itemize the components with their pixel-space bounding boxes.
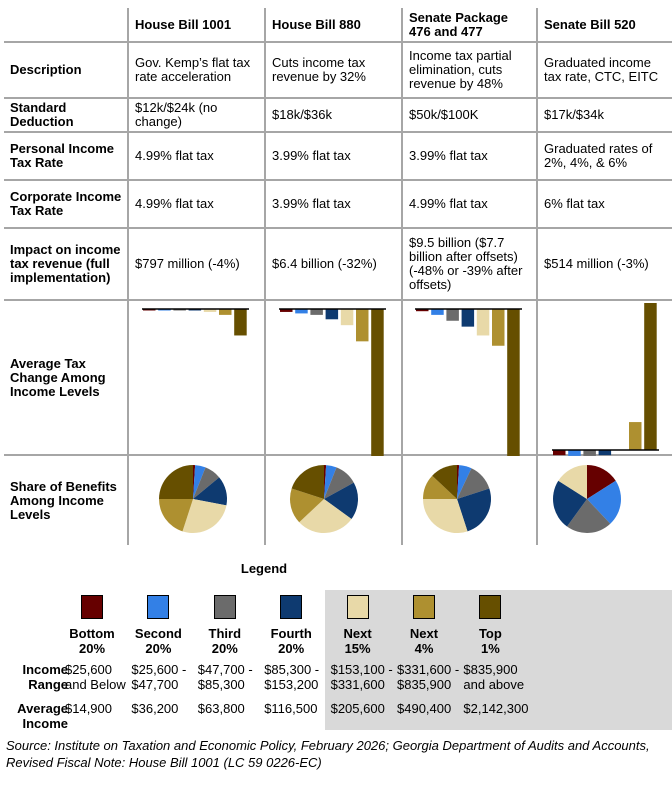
row-label: Standard Deduction <box>4 97 129 133</box>
average-income-label: Average Income <box>17 701 68 731</box>
cell: Cuts income tax revenue by 32% <box>264 41 403 99</box>
cell: $12k/$24k (no change) <box>127 97 266 133</box>
legend-swatch <box>413 595 435 619</box>
cell: Graduated rates of 2%, 4%, & 6% <box>536 131 672 181</box>
cell: Income tax partial elimination, cuts rev… <box>401 41 538 99</box>
cell: 4.99% flat tax <box>401 179 538 229</box>
bill-comparison-table: House Bill 1001 House Bill 880 Senate Pa… <box>4 8 672 545</box>
legend-swatch <box>147 595 170 619</box>
row-label: Impact on income tax revenue (full imple… <box>4 227 129 301</box>
income-range-value: $85,300 - $153,200 <box>264 662 320 692</box>
table-row: Impact on income tax revenue (full imple… <box>4 227 672 301</box>
income-range-label: Income Range <box>22 662 68 692</box>
table-row: Personal Income Tax Rate 4.99% flat tax … <box>4 131 672 181</box>
header-row: House Bill 1001 House Bill 880 Senate Pa… <box>4 8 672 43</box>
income-range-value: $153,100 - $331,600 <box>330 662 393 692</box>
pie-chart-cell <box>536 454 672 545</box>
cell: $514 million (-3%) <box>536 227 672 301</box>
income-range-value: $835,900 and above <box>463 662 525 692</box>
cell: 4.99% flat tax <box>127 131 266 181</box>
legend-group-label: Fourth 20% <box>270 626 312 656</box>
bar-chart-cell <box>401 299 538 456</box>
cell: $797 million (-4%) <box>127 227 266 301</box>
legend-swatch <box>346 595 369 619</box>
pie-chart-cell <box>264 454 403 545</box>
cell: $18k/$36k <box>264 97 403 133</box>
pie-chart-cell <box>401 454 538 545</box>
bar-chart-cell <box>127 299 266 456</box>
table-row: Standard Deduction $12k/$24k (no change)… <box>4 97 672 133</box>
legend-group-label: Top 1% <box>478 626 502 656</box>
legend-group-label: Third 20% <box>208 626 242 656</box>
bar-chart-row: Average Tax Change Among Income Levels <box>4 299 672 456</box>
income-range-value: $47,700 - $85,300 <box>197 662 253 692</box>
pie-chart-row: Share of Benefits Among Income Levels <box>4 454 672 545</box>
average-income-value: $36,200 <box>131 701 179 716</box>
legend-group-label: Second 20% <box>134 626 182 656</box>
income-range-value: $25,600 - $47,700 <box>131 662 187 692</box>
average-income-value: $490,400 <box>397 701 452 716</box>
column-header: Senate Bill 520 <box>536 8 672 43</box>
cell: $17k/$34k <box>536 97 672 133</box>
average-income-value: $14,900 <box>65 701 112 716</box>
row-label: Corporate Income Tax Rate <box>4 179 129 229</box>
table-row: Corporate Income Tax Rate 4.99% flat tax… <box>4 179 672 229</box>
bar-chart-cell <box>536 299 672 456</box>
cell: 3.99% flat tax <box>401 131 538 181</box>
legend-swatch <box>280 595 303 619</box>
legend-swatch <box>81 595 103 619</box>
cell: 4.99% flat tax <box>127 179 266 229</box>
income-range-value: $331,600 - $835,900 <box>397 662 460 692</box>
row-label: Description <box>4 41 129 99</box>
row-label: Personal Income Tax Rate <box>4 131 129 181</box>
legend-group-label: Bottom 20% <box>69 626 115 656</box>
source-note: Source: Institute on Taxation and Econom… <box>6 738 650 770</box>
cell: Gov. Kemp’s flat tax rate acceleration <box>127 41 266 99</box>
income-range-value: $25,600 and Below <box>65 662 126 692</box>
average-income-value: $205,600 <box>330 701 385 716</box>
column-header: House Bill 880 <box>264 8 403 43</box>
column-header: Senate Package 476 and 477 <box>401 8 538 43</box>
average-income-value: $116,500 <box>264 701 318 716</box>
corner-cell <box>4 8 129 43</box>
legend-swatch <box>479 595 502 619</box>
cell: $50k/$100K <box>401 97 538 133</box>
legend-group-label: Next 15% <box>343 626 372 656</box>
legend-group-label: Next 4% <box>409 626 439 656</box>
cell: $9.5 billion ($7.7 billion after offsets… <box>401 227 538 301</box>
cell: 6% flat tax <box>536 179 672 229</box>
cell: 3.99% flat tax <box>264 179 403 229</box>
legend-title: Legend <box>240 561 288 576</box>
row-label: Average Tax Change Among Income Levels <box>4 299 129 456</box>
legend-swatch <box>213 595 236 619</box>
average-income-value: $63,800 <box>197 701 245 716</box>
bar-chart-cell <box>264 299 403 456</box>
cell: $6.4 billion (-32%) <box>264 227 403 301</box>
row-label: Share of Benefits Among Income Levels <box>4 454 129 545</box>
average-income-value: $2,142,300 <box>463 701 529 716</box>
pie-chart-cell <box>127 454 266 545</box>
cell: Graduated income tax rate, CTC, EITC <box>536 41 672 99</box>
table-row: Description Gov. Kemp’s flat tax rate ac… <box>4 41 672 99</box>
column-header: House Bill 1001 <box>127 8 266 43</box>
cell: 3.99% flat tax <box>264 131 403 181</box>
